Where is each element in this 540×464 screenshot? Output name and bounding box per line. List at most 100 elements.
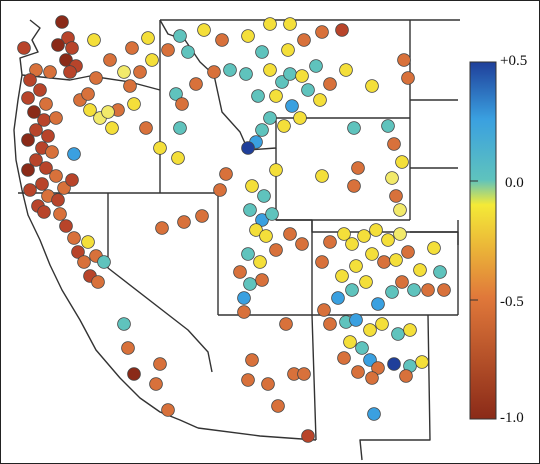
station-point <box>427 241 441 255</box>
station-point <box>381 233 395 247</box>
station-point <box>233 265 247 279</box>
station-point <box>161 403 175 417</box>
pacific-coastline <box>13 19 199 429</box>
station-point <box>295 69 309 83</box>
station-point <box>81 87 95 101</box>
station-point <box>277 119 291 133</box>
station-point <box>251 89 265 103</box>
station-point <box>265 207 279 221</box>
station-point <box>331 291 345 305</box>
station-point <box>365 371 379 385</box>
station-point <box>255 123 269 137</box>
station-point <box>237 305 251 319</box>
station-point <box>313 93 327 107</box>
station-point <box>241 247 255 261</box>
station-point <box>33 83 47 97</box>
station-point <box>355 341 369 355</box>
station-point <box>315 25 329 39</box>
station-point <box>301 429 315 443</box>
station-point <box>387 137 401 151</box>
station-point <box>127 367 141 381</box>
station-point <box>123 79 137 93</box>
station-point <box>395 275 409 289</box>
station-point <box>189 77 203 91</box>
station-point <box>269 243 283 257</box>
arizona-newmexico-border <box>311 314 317 441</box>
station-point <box>255 45 269 59</box>
station-point <box>39 161 53 175</box>
colorbar <box>469 61 497 420</box>
station-point <box>39 97 53 111</box>
station-point <box>317 303 331 317</box>
station-point <box>103 53 117 67</box>
colorbar-label-top: +0.5 <box>500 53 528 69</box>
colorbar-ticks <box>470 61 478 420</box>
station-point <box>269 163 283 177</box>
station-point <box>197 23 211 37</box>
station-point <box>21 163 35 177</box>
colorbar-label-mid: -0.5 <box>500 294 524 310</box>
station-point <box>237 291 251 305</box>
station-point <box>155 221 169 235</box>
station-point <box>249 223 263 237</box>
station-point <box>219 167 233 181</box>
station-point <box>315 255 329 269</box>
station-point <box>433 265 447 279</box>
station-point <box>153 357 167 371</box>
station-point <box>365 79 379 93</box>
colorado-line <box>311 220 458 233</box>
station-point <box>255 213 269 227</box>
station-point <box>83 103 97 117</box>
station-point <box>65 41 79 55</box>
station-point <box>49 169 63 183</box>
station-point <box>335 23 349 37</box>
station-point <box>387 357 401 371</box>
station-point <box>153 141 167 155</box>
station-point <box>369 223 383 237</box>
station-point <box>297 33 311 47</box>
station-point <box>323 317 337 331</box>
station-point <box>81 235 95 249</box>
station-point <box>351 365 365 379</box>
station-point <box>263 63 277 77</box>
station-point <box>91 275 105 289</box>
station-point <box>345 237 359 251</box>
station-point <box>255 273 269 287</box>
station-point <box>279 317 293 331</box>
station-point <box>365 247 379 261</box>
station-point <box>261 377 275 391</box>
station-point <box>335 269 349 283</box>
station-point <box>259 229 273 243</box>
station-point <box>391 327 405 341</box>
station-point <box>101 105 115 119</box>
station-point <box>207 65 221 79</box>
station-point <box>127 97 141 111</box>
station-point <box>309 59 323 73</box>
station-point <box>117 65 131 79</box>
station-point <box>245 353 259 367</box>
station-point <box>263 17 277 31</box>
station-point <box>169 87 183 101</box>
station-point <box>381 119 395 133</box>
station-point <box>29 63 43 77</box>
station-point <box>395 155 409 169</box>
station-point <box>195 209 209 223</box>
station-point <box>393 227 407 241</box>
station-point <box>243 203 257 217</box>
station-point <box>351 161 365 175</box>
station-point <box>59 219 73 233</box>
station-points <box>17 15 451 443</box>
station-point <box>55 15 69 29</box>
station-point <box>117 317 131 331</box>
station-point <box>271 399 285 413</box>
station-point <box>241 29 255 43</box>
station-point <box>285 99 299 113</box>
station-point <box>215 33 229 47</box>
station-point <box>43 65 57 79</box>
station-point <box>87 33 101 47</box>
station-point <box>375 317 389 331</box>
station-point <box>21 91 35 105</box>
station-point <box>67 231 81 245</box>
arizona-south <box>197 427 317 441</box>
station-point <box>17 41 31 55</box>
